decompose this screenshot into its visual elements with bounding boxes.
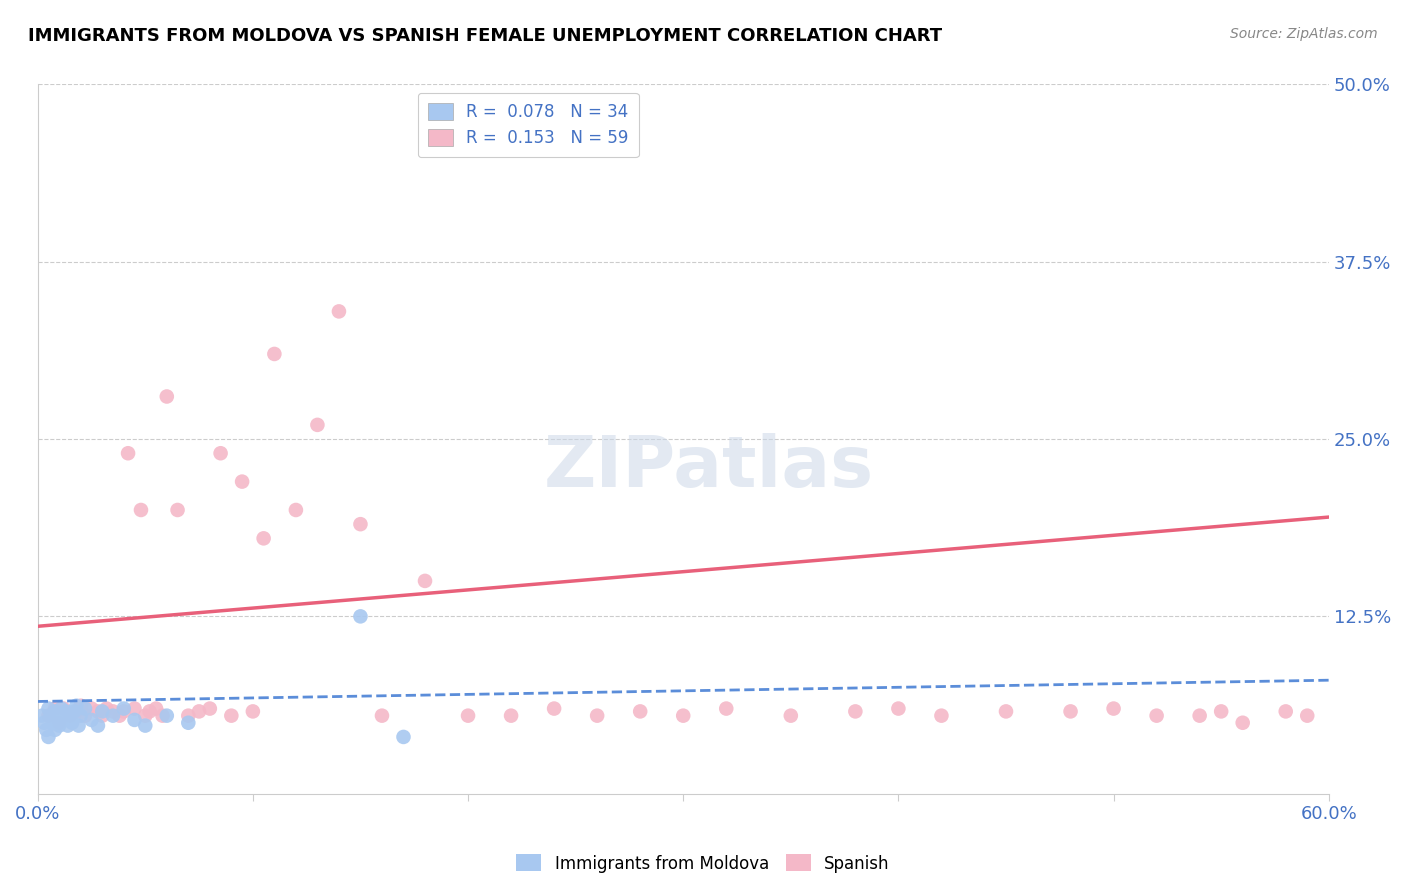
Point: [1188, 708, 1211, 723]
Point: [112, 705, 135, 719]
Point: [39, 708, 62, 723]
Point: [501, 708, 523, 723]
Point: [177, 715, 200, 730]
Point: [1296, 708, 1319, 723]
Point: [145, 701, 167, 715]
Point: [586, 708, 609, 723]
Point: [134, 718, 156, 732]
Point: [779, 708, 801, 723]
Point: [134, 708, 156, 723]
Point: [63, 705, 86, 719]
Point: [371, 708, 394, 723]
Point: [80, 713, 103, 727]
Point: [69, 708, 91, 723]
Point: [37, 701, 59, 715]
Text: ZIPatlas: ZIPatlas: [544, 433, 875, 502]
Point: [156, 708, 179, 723]
Point: [124, 713, 146, 727]
Point: [138, 705, 160, 719]
Point: [48, 708, 70, 723]
Point: [48, 718, 70, 732]
Point: [91, 708, 114, 723]
Point: [48, 715, 70, 730]
Point: [307, 417, 329, 432]
Point: [60, 715, 83, 730]
Point: [31, 708, 53, 723]
Point: [44, 723, 66, 737]
Point: [91, 705, 114, 719]
Point: [844, 705, 866, 719]
Point: [80, 701, 103, 715]
Point: [1232, 715, 1254, 730]
Point: [67, 718, 90, 732]
Point: [44, 701, 66, 715]
Point: [129, 503, 152, 517]
Point: [263, 347, 285, 361]
Point: [124, 701, 146, 715]
Point: [96, 701, 118, 715]
Point: [32, 715, 55, 730]
Point: [101, 705, 124, 719]
Point: [101, 708, 124, 723]
Point: [1146, 708, 1168, 723]
Point: [253, 532, 276, 546]
Text: IMMIGRANTS FROM MOLDOVA VS SPANISH FEMALE UNEMPLOYMENT CORRELATION CHART: IMMIGRANTS FROM MOLDOVA VS SPANISH FEMAL…: [28, 27, 942, 45]
Point: [221, 708, 243, 723]
Point: [1211, 705, 1233, 719]
Point: [328, 304, 350, 318]
Point: [931, 708, 953, 723]
Point: [1102, 701, 1125, 715]
Legend: Immigrants from Moldova, Spanish: Immigrants from Moldova, Spanish: [510, 847, 896, 880]
Point: [188, 705, 211, 719]
Point: [51, 701, 73, 715]
Point: [1274, 705, 1296, 719]
Point: [392, 730, 415, 744]
Point: [887, 701, 910, 715]
Point: [156, 390, 179, 404]
Point: [35, 723, 58, 737]
Point: [413, 574, 436, 588]
Point: [242, 705, 264, 719]
Point: [46, 713, 69, 727]
Point: [349, 609, 371, 624]
Point: [108, 708, 131, 723]
Point: [1059, 705, 1081, 719]
Point: [59, 708, 82, 723]
Text: Source: ZipAtlas.com: Source: ZipAtlas.com: [1230, 27, 1378, 41]
Point: [73, 701, 96, 715]
Point: [59, 708, 82, 723]
Point: [112, 701, 135, 715]
Point: [37, 708, 59, 723]
Point: [65, 705, 87, 719]
Point: [209, 446, 232, 460]
Point: [672, 708, 695, 723]
Point: [69, 698, 91, 713]
Legend: R =  0.078   N = 34, R =  0.153   N = 59: R = 0.078 N = 34, R = 0.153 N = 59: [418, 93, 638, 158]
Point: [284, 503, 307, 517]
Point: [37, 730, 59, 744]
Point: [87, 718, 110, 732]
Point: [73, 708, 96, 723]
Point: [56, 718, 79, 732]
Point: [52, 701, 75, 715]
Point: [349, 517, 371, 532]
Point: [231, 475, 253, 489]
Point: [65, 698, 87, 713]
Point: [152, 708, 174, 723]
Point: [457, 708, 479, 723]
Point: [177, 708, 200, 723]
Point: [44, 705, 66, 719]
Point: [716, 701, 738, 715]
Point: [117, 446, 139, 460]
Point: [198, 701, 221, 715]
Point: [628, 705, 651, 719]
Point: [166, 503, 188, 517]
Point: [87, 705, 110, 719]
Point: [42, 715, 65, 730]
Point: [52, 713, 75, 727]
Point: [543, 701, 565, 715]
Point: [995, 705, 1018, 719]
Point: [55, 705, 77, 719]
